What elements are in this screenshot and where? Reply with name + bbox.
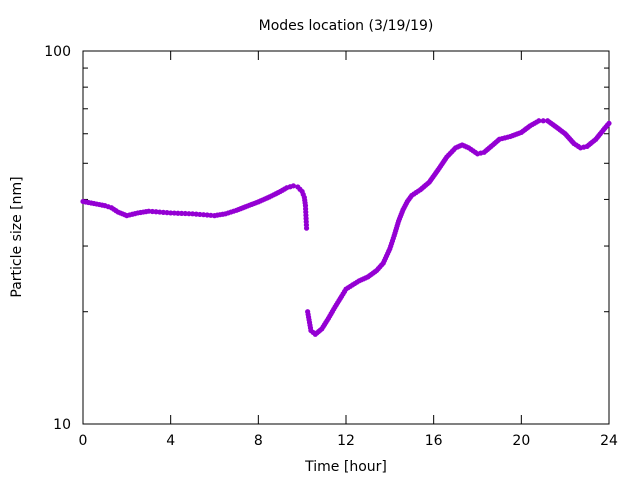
data-point	[303, 225, 310, 231]
data-point	[175, 210, 181, 216]
axis-ticks	[82, 50, 610, 425]
data-point	[171, 210, 177, 216]
x-tick-label: 4	[166, 433, 175, 449]
data-point	[290, 183, 296, 189]
x-tick-label: 8	[254, 433, 263, 449]
data-point	[536, 118, 542, 124]
chart-title: Modes location (3/19/19)	[259, 18, 434, 34]
data-point	[186, 211, 192, 217]
data-point	[606, 120, 612, 126]
data-point	[182, 210, 188, 217]
data-points	[80, 118, 612, 337]
x-tick-label: 24	[600, 433, 618, 449]
data-point	[540, 118, 546, 124]
x-tick-label: 20	[512, 433, 530, 449]
axis-tick-labels: 0 4 8 12 16 20 24 10 100	[44, 44, 618, 449]
data-point	[168, 210, 174, 216]
plot-frame	[82, 50, 610, 425]
x-tick-label: 0	[79, 433, 88, 449]
data-point	[179, 210, 185, 216]
x-tick-label: 12	[337, 433, 355, 449]
y-tick-label: 100	[44, 44, 71, 60]
x-axis-label: Time [hour]	[304, 459, 387, 475]
x-tick-label: 16	[425, 433, 443, 449]
y-axis-label: Particle size [nm]	[9, 176, 25, 297]
y-tick-label: 10	[53, 417, 71, 433]
